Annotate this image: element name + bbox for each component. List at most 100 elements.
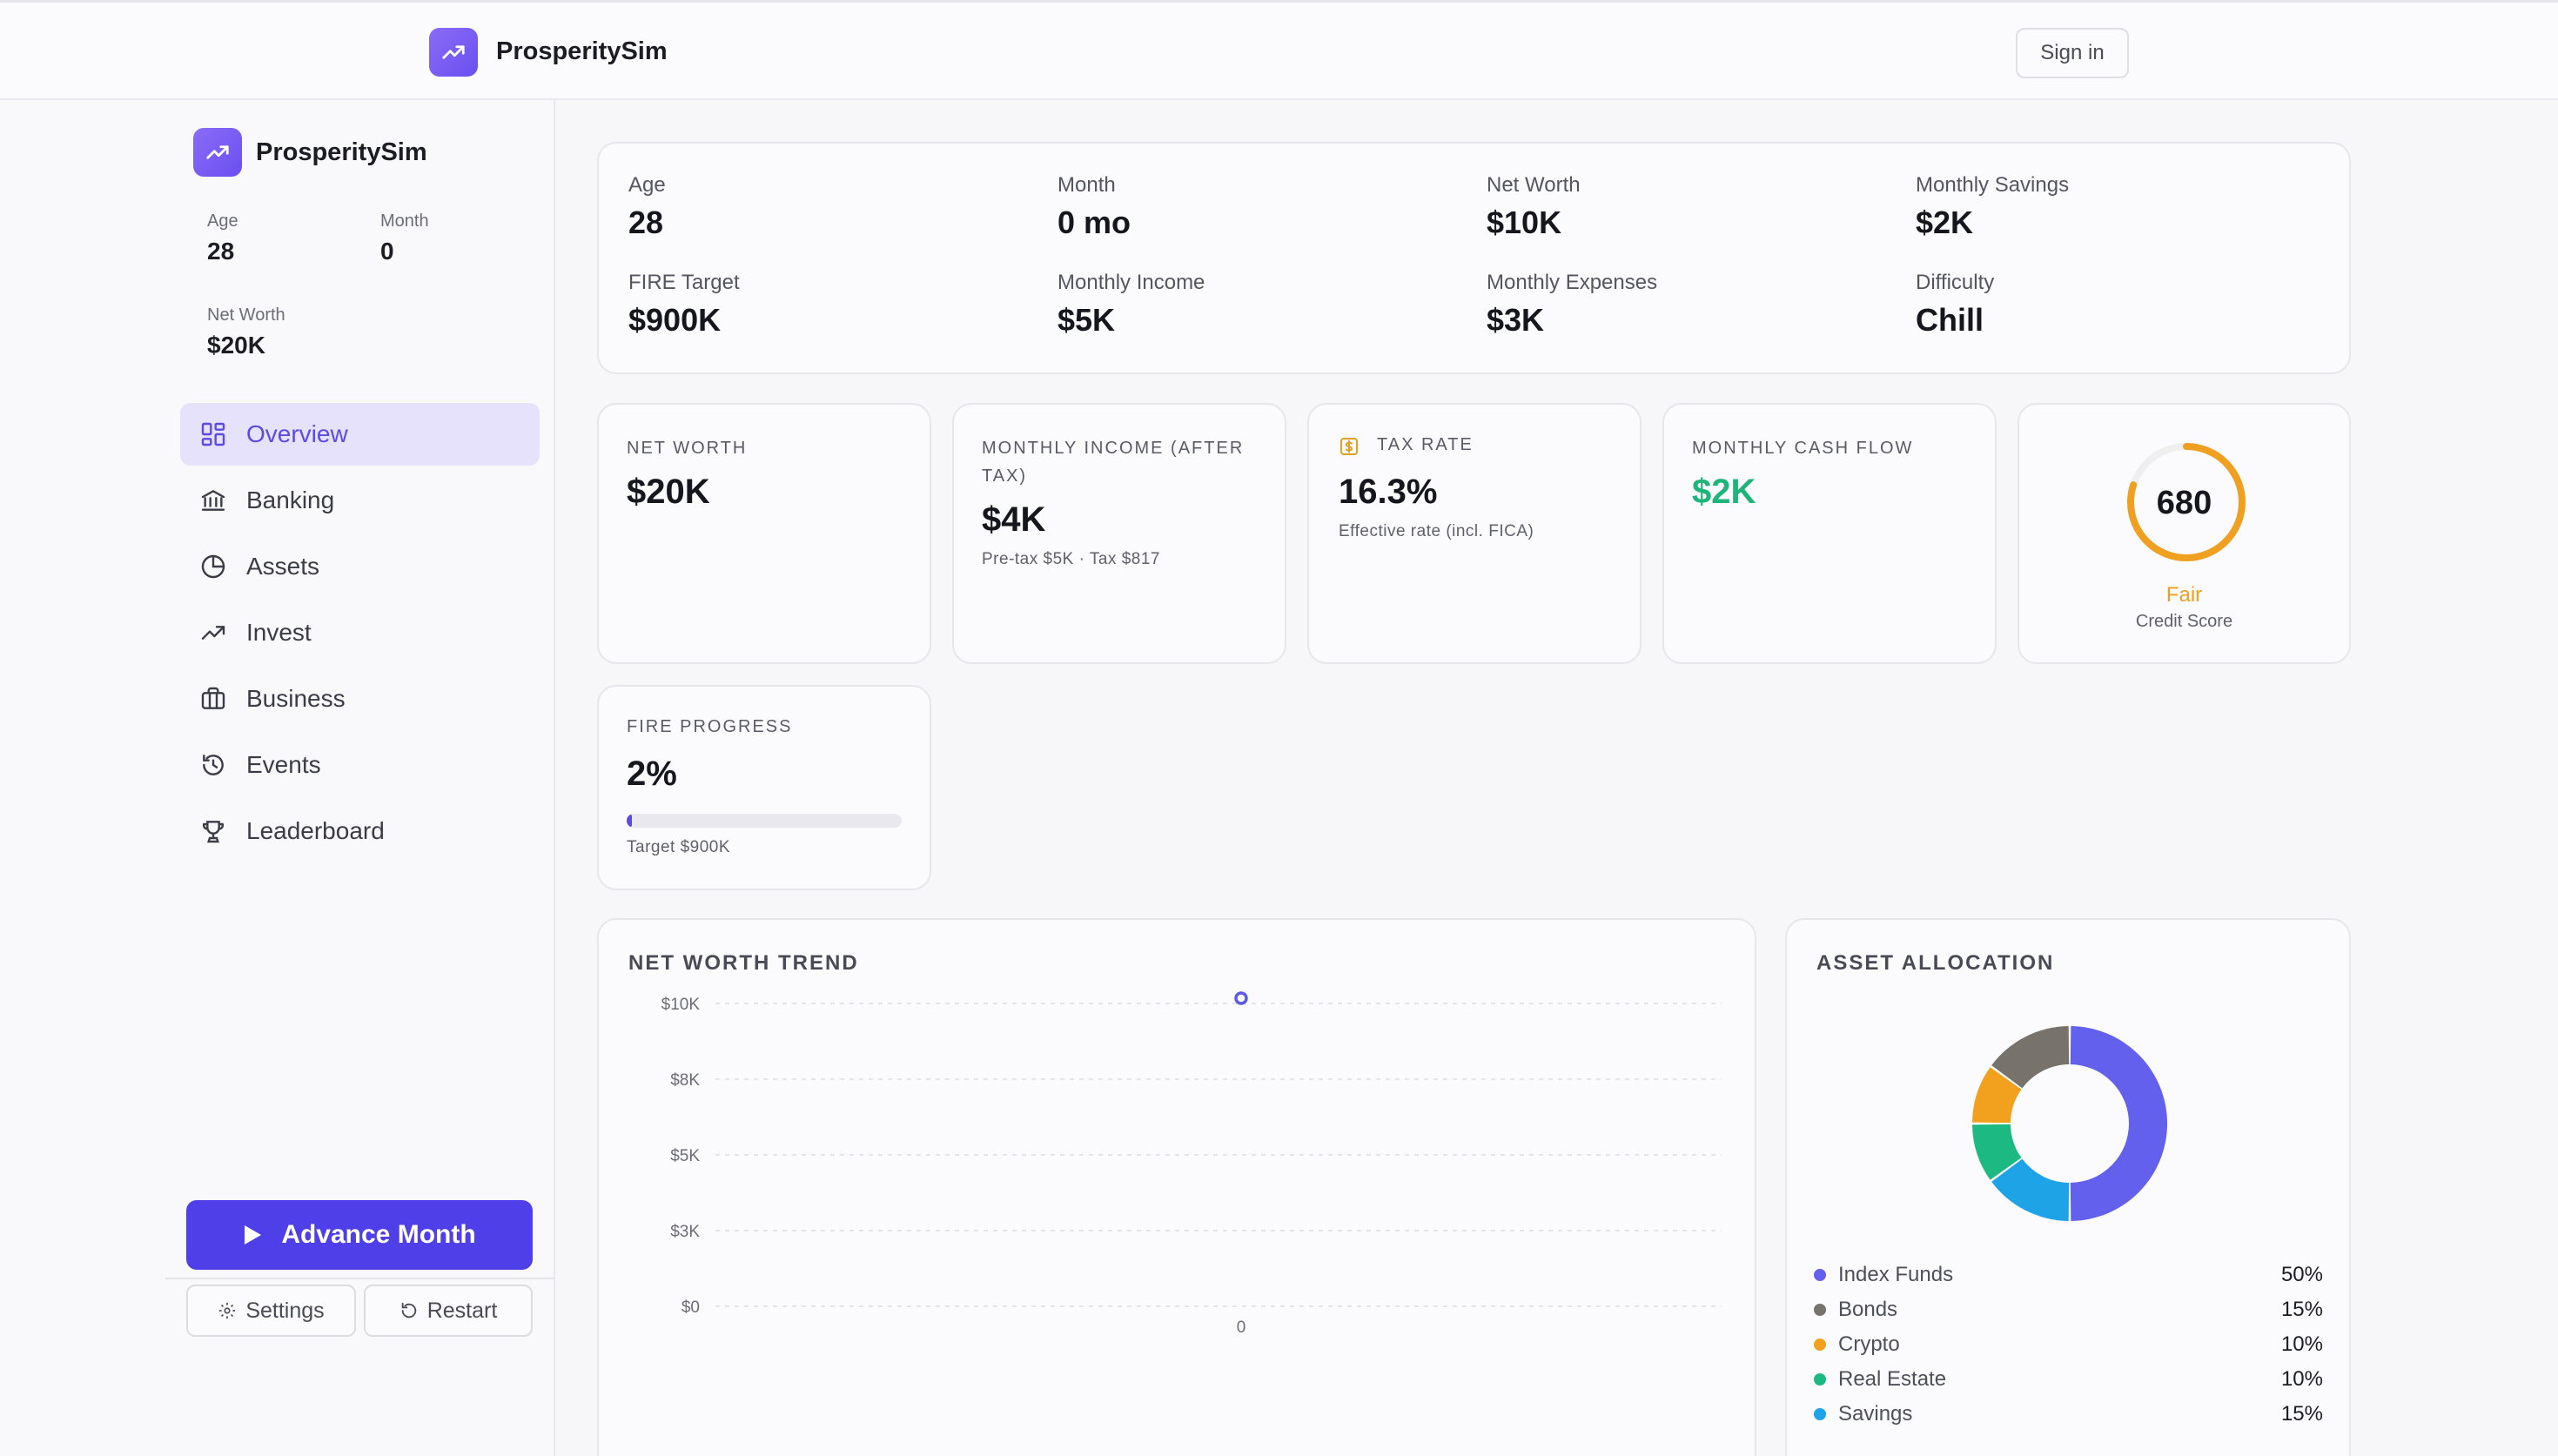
credit-rating: Fair [2165,583,2203,607]
legend-swatch [1814,1408,1826,1420]
sidebar-item-label: Invest [246,619,312,646]
summary-expenses-label: Monthly Expenses [1487,271,1658,294]
legend-item: Real Estate 10% [1814,1364,2323,1395]
kpi-label: FIRE PROGRESS [627,717,793,736]
y-tick-label: $3K [670,1223,700,1241]
data-point[interactable] [1234,991,1248,1005]
play-icon [245,1225,262,1245]
sidebar-net-worth-value: $20K [207,332,265,359]
credit-score-value: 680 [2156,485,2212,521]
settings-label: Settings [245,1298,325,1323]
chart-title: NET WORTH TREND [628,951,859,975]
advance-month-button[interactable]: Advance Month [186,1200,533,1270]
sidebar-item-invest[interactable]: Invest [180,601,540,664]
summary-expenses-value: $3K [1487,302,1545,338]
kpi-subtext: Pre-tax $5K · Tax $817 [982,550,1160,568]
credit-score-label: Credit Score [2135,612,2233,631]
kpi-subtext: Effective rate (incl. FICA) [1339,522,1534,540]
sidebar-item-overview[interactable]: Overview [180,403,540,466]
sidebar-age-value: 28 [207,238,235,265]
kpi-value: 16.3% [1339,473,1438,511]
top-bar: ProsperitySim Sign in [0,0,2558,100]
sidebar-item-label: Assets [246,553,320,580]
summary-net-worth-label: Net Worth [1487,173,1581,197]
legend-value: 10% [2280,1367,2323,1391]
summary-income-label: Monthly Income [1057,271,1205,294]
y-tick-label: $10K [661,996,701,1014]
net-worth-trend-chart: $0 $3K $5K $8K $10K 0 [661,991,1722,1337]
summary-fire-target-value: $900K [628,302,722,338]
slice-crypto[interactable] [1972,1067,2022,1124]
settings-button[interactable]: Settings [186,1285,356,1337]
cash-flow-card: MONTHLY CASH FLOW $2K [1662,403,1997,664]
summary-difficulty-label: Difficulty [1916,271,1995,294]
slice-savings[interactable] [1991,1158,2070,1221]
legend-swatch [1814,1304,1826,1316]
summary-age-value: 28 [628,205,664,240]
sidebar-item-label: Banking [246,486,335,513]
fire-progress-card: FIRE PROGRESS 2% Target $900K [597,685,931,890]
sidebar-item-business[interactable]: Business [180,668,540,730]
legend-label: Real Estate [1838,1367,1947,1391]
slice-index-funds[interactable] [2070,1026,2168,1221]
sidebar-logo[interactable] [193,128,242,177]
dollar-badge-icon [1340,438,1358,455]
fire-progress-fill [627,814,633,828]
sidebar-item-label: Overview [246,420,348,447]
tax-rate-card: TAX RATE 16.3% Effective rate (incl. FIC… [1307,403,1642,664]
kpi-label-line1: MONTHLY INCOME (AFTER [982,439,1245,458]
sidebar-item-leaderboard[interactable]: Leaderboard [180,800,540,862]
sidebar-net-worth-label: Net Worth [207,305,285,325]
legend-value: 15% [2280,1402,2323,1426]
pie-chart-icon [201,554,225,579]
net-worth-trend-card: NET WORTH TREND $0 $3K $5K $8K $10K 0 [597,918,1756,1456]
legend-swatch [1814,1373,1826,1386]
slice-real-estate[interactable] [1972,1124,2022,1180]
sidebar-item-label: Leaderboard [246,817,385,844]
legend-value: 15% [2280,1298,2323,1321]
sidebar-month-label: Month [380,211,429,231]
briefcase-icon [201,687,225,709]
summary-income-value: $5K [1057,302,1116,338]
summary-month-label: Month [1057,173,1116,197]
restart-button[interactable]: Restart [364,1285,533,1337]
legend-item: Bonds 15% [1814,1294,2323,1325]
summary-month-value: 0 mo [1057,205,1131,240]
y-tick-label: $8K [670,1071,700,1090]
sign-in-button[interactable]: Sign in [2016,28,2129,78]
legend-label: Bonds [1838,1298,1898,1321]
fire-progress-track [627,814,902,828]
slice-bonds[interactable] [1991,1026,2070,1089]
restart-icon [401,1302,416,1318]
legend-label: Savings [1838,1402,1913,1426]
summary-age-label: Age [628,173,666,197]
bank-icon [201,489,225,511]
advance-month-label: Advance Month [281,1220,476,1249]
kpi-label: TAX RATE [1377,435,1474,454]
kpi-subtext: Target $900K [627,838,731,856]
legend-value: 50% [2280,1263,2323,1286]
x-tick-label: 0 [1237,1318,1246,1337]
sidebar-age-label: Age [207,211,238,231]
sidebar-item-assets[interactable]: Assets [180,535,540,598]
grid-icon [201,422,225,446]
credit-score-gauge [2127,443,2246,561]
summary-difficulty-value: Chill [1916,302,1984,338]
legend-label: Index Funds [1838,1263,1954,1286]
kpi-value: $2K [1692,473,1756,511]
summary-card: Age 28 Month 0 mo Net Worth $10K Monthly… [597,142,2351,374]
chart-title: ASSET ALLOCATION [1816,951,2055,975]
sidebar-item-label: Events [246,751,321,778]
history-icon [203,755,224,775]
trophy-icon [202,821,225,843]
kpi-label: NET WORTH [627,439,748,458]
gauge-arc [2127,443,2246,561]
sidebar-item-events[interactable]: Events [180,734,540,796]
net-worth-card: NET WORTH $20K [597,403,931,664]
restart-label: Restart [426,1298,498,1323]
sidebar-item-banking[interactable]: Banking [180,469,540,532]
app-logo[interactable] [429,28,478,77]
legend-item: Index Funds 50% [1814,1259,2323,1291]
legend-value: 10% [2280,1332,2323,1356]
kpi-label: MONTHLY CASH FLOW [1692,439,1914,458]
